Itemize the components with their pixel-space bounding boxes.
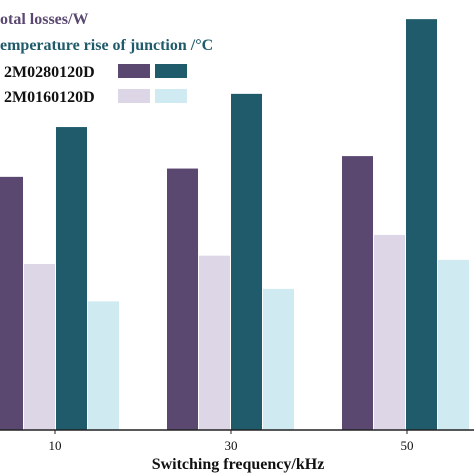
x-axis-label: Switching frequency/kHz [152,456,325,473]
bar-10-series-2 [24,264,55,430]
legend: otal losses/W emperature rise of junction… [0,11,213,106]
bar-10-series-1 [0,176,23,430]
legend-title-2: emperature rise of junction /°C [0,37,213,54]
x-ticks-group: 10 30 50 [49,430,414,453]
x-tick-label: 30 [225,438,238,453]
bar-50-series-1 [342,156,373,430]
bars-group [0,19,469,431]
legend-swatch-temperature-2 [155,89,187,103]
bar-50-series-3 [406,19,437,431]
legend-title-1: otal losses/W [0,11,88,28]
bar-10-series-3 [56,127,87,431]
bar-10-series-4 [88,301,119,430]
legend-label-2: 2M0160120D [4,89,95,106]
bar-30-series-3 [231,93,262,430]
x-tick-label: 50 [401,438,414,453]
legend-label-1: 2M0280120D [4,64,95,81]
bar-50-series-4 [438,259,469,430]
legend-swatch-temperature-1 [155,64,187,78]
bar-30-series-1 [167,168,198,431]
legend-swatch-losses-1 [118,64,150,78]
legend-swatch-losses-2 [118,89,150,103]
bar-50-series-2 [374,234,405,430]
bar-30-series-4 [263,288,294,430]
x-tick-label: 10 [49,438,62,453]
bar-30-series-2 [199,255,230,430]
